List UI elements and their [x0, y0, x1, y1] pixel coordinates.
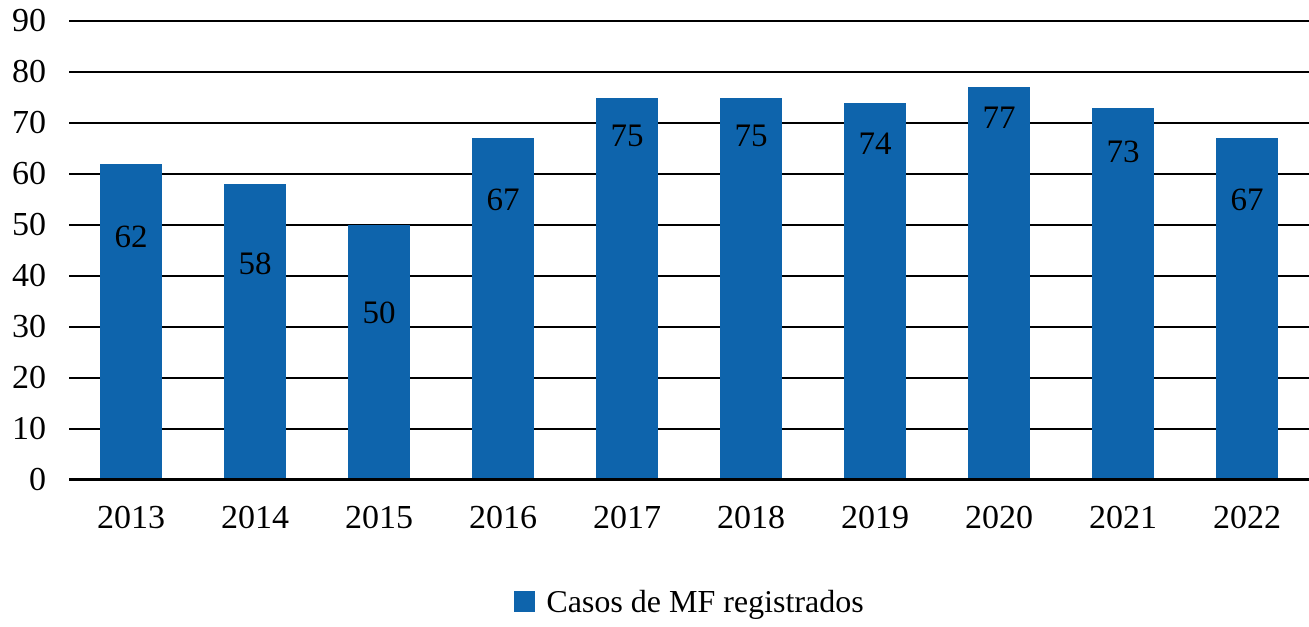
gridline-20	[69, 377, 1309, 380]
x-tick-label-2015: 2015	[345, 499, 413, 536]
bar-slot-2017: 75	[565, 21, 689, 480]
bar-2019: 74	[844, 102, 906, 480]
legend: Casos de MF registrados	[69, 583, 1309, 619]
x-tick-label-2021: 2021	[1089, 499, 1157, 536]
bar-2015: 50	[348, 225, 410, 480]
y-tick-label-80: 80	[12, 53, 46, 90]
y-axis: 0 10 20 30 40 50 60 70 80 90	[0, 4, 46, 497]
bar-2022: 67	[1216, 138, 1278, 480]
legend-label: Casos de MF registrados	[546, 583, 864, 619]
x-tick-label-2013: 2013	[97, 499, 165, 536]
y-tick-label-0: 0	[29, 461, 46, 498]
bar-value-label-2015: 50	[362, 294, 396, 331]
x-tick-label-2020: 2020	[965, 499, 1033, 536]
gridline-70	[69, 122, 1309, 124]
bar-2021: 73	[1092, 107, 1154, 480]
bar-slot-2019: 74	[813, 21, 937, 480]
gridline-90	[69, 20, 1309, 22]
x-tick-label-2022: 2022	[1213, 499, 1281, 536]
bar-slot-2015: 50	[317, 21, 441, 480]
legend-swatch	[514, 591, 536, 613]
y-tick-label-90: 90	[12, 2, 46, 39]
x-tick-label-2019: 2019	[841, 499, 909, 536]
x-tick-label-2017: 2017	[593, 499, 661, 536]
y-tick-label-20: 20	[12, 359, 46, 396]
bar-slot-2013: 62	[69, 21, 193, 480]
gridline-80	[69, 71, 1309, 74]
bar-value-label-2017: 75	[610, 117, 644, 154]
x-axis-labels: 2013 2014 2015 2016 2017 2018 2019 2020 2021 2022	[69, 499, 1309, 536]
bar-2013: 62	[100, 163, 162, 480]
gridline-40	[69, 275, 1309, 278]
gridline-60	[69, 173, 1309, 176]
bar-value-label-2013: 62	[114, 218, 148, 255]
x-tick-label-2018: 2018	[717, 499, 785, 536]
y-tick-label-60: 60	[12, 155, 46, 193]
bar-slot-2018: 75	[689, 21, 813, 480]
bar-2020: 77	[968, 87, 1030, 480]
bar-slot-2014: 58	[193, 21, 317, 480]
y-tick-label-50: 50	[12, 206, 46, 243]
y-tick-label-40: 40	[12, 257, 46, 294]
y-tick-label-10: 10	[12, 410, 46, 447]
bar-slot-2016: 67	[441, 21, 565, 480]
bar-2017: 75	[596, 97, 658, 480]
bar-value-label-2020: 77	[982, 100, 1016, 137]
bar-slot-2020: 77	[937, 21, 1061, 480]
bar-value-label-2018: 75	[734, 117, 768, 154]
bar-value-label-2022: 67	[1230, 182, 1264, 218]
x-axis-line	[69, 478, 1309, 481]
bar-value-label-2021: 73	[1106, 134, 1140, 171]
bar-value-label-2019: 74	[858, 126, 892, 163]
x-tick-label-2016: 2016	[469, 499, 537, 536]
bar-slot-2022: 67	[1185, 21, 1309, 480]
bar-2014: 58	[224, 184, 286, 480]
bar-2018: 75	[720, 97, 782, 480]
bar-slot-2021: 73	[1061, 21, 1185, 480]
gridline-10	[69, 428, 1309, 431]
y-tick-label-30: 30	[12, 308, 46, 346]
gridline-50	[69, 224, 1309, 226]
plot-area: 62 58 50 67 75 75 74 77 73 67	[69, 20, 1309, 481]
y-tick-label-70: 70	[12, 104, 46, 141]
x-tick-label-2014: 2014	[221, 499, 289, 536]
bar-value-label-2014: 58	[238, 245, 272, 282]
bar-2016: 67	[472, 138, 534, 480]
bar-value-label-2016: 67	[486, 182, 520, 218]
gridline-30	[69, 326, 1309, 329]
